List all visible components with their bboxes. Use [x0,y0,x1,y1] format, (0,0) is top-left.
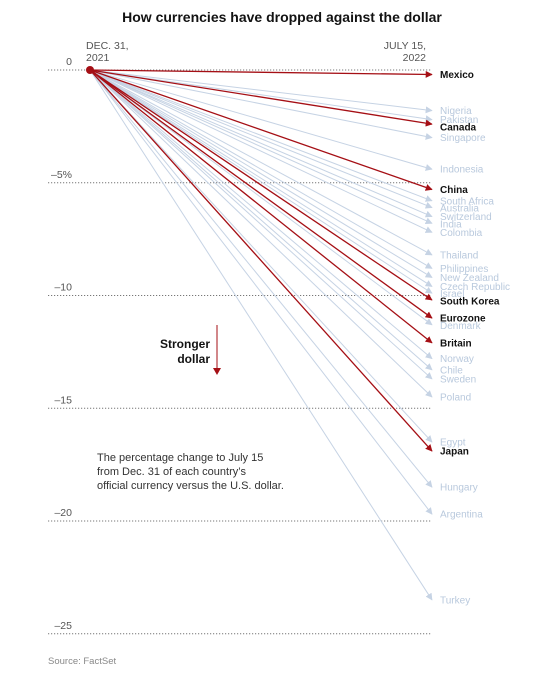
y-axis-gridlines: 0 –5% –10 –15 –20 –25 [48,56,432,635]
note-line-2: from Dec. 31 of each country’s [97,466,246,478]
series-label-denmark: Denmark [440,321,482,332]
series-label-pakistan: Pakistan [440,115,478,126]
series-line-nigeria [89,69,433,114]
y-tick-label: –20 [54,507,72,519]
series-label-britain: Britain [440,338,472,349]
end-date-line-2: 2022 [403,52,427,64]
series-line-pakistan [89,69,433,123]
series-label-canada: Canada [440,122,477,133]
series-line-eurozone [89,69,433,319]
note-line-1: The percentage change to July 15 [97,452,263,464]
series-label-switzerland: Switzerland [440,212,492,223]
series-label-colombia: Colombia [440,228,483,239]
annotation-line-1: Stronger [160,337,210,351]
series-label-norway: Norway [440,354,474,365]
series-label-india: India [440,219,462,230]
series-line-turkey [89,69,433,601]
series-label-singapore: Singapore [440,133,486,144]
start-date-line-2: 2021 [86,52,110,64]
series-line-egypt [89,69,433,443]
series-label-new-zealand: New Zealand [440,273,499,284]
y-tick-label: –10 [54,282,72,294]
series-line-south-korea [89,69,433,301]
series-label-philippines: Philippines [440,264,488,275]
series-line-china [89,69,433,191]
series-line-sweden [89,69,433,380]
series-line-hungary [89,69,433,488]
series-line-argentina [89,69,433,515]
note-line-3: official currency versus the U.S. dollar… [97,480,284,492]
series-line-norway [89,69,433,360]
series-line-israel [89,69,433,294]
series-line-denmark [89,69,433,326]
series-line-australia [89,69,433,209]
series-label-czech-republic: Czech Republic [440,282,510,293]
muted-series-layer [89,69,433,601]
series-label-australia: Australia [440,203,479,214]
series-label-israel: Israel [440,289,464,300]
series-line-india [89,69,433,224]
highlighted-series-layer [89,69,433,452]
series-label-eurozone: Eurozone [440,314,486,325]
series-label-indonesia: Indonesia [440,165,484,176]
series-label-chile: Chile [440,365,463,376]
chart-note: The percentage change to July 15 from De… [97,452,284,492]
series-line-south-africa [89,69,433,202]
series-label-poland: Poland [440,392,471,403]
series-line-philippines [89,69,433,269]
series-label-hungary: Hungary [440,483,478,494]
y-tick-label: 0 [66,56,72,68]
series-line-new-zealand [89,69,433,278]
series-label-south-korea: South Korea [440,296,500,307]
end-date-line-1: JULY 15, [384,40,426,52]
y-tick-label: –5% [51,169,72,181]
series-line-japan [89,69,433,452]
series-line-poland [89,69,433,398]
series-line-canada [89,69,433,127]
series-line-mexico [89,69,433,78]
series-label-mexico: Mexico [440,70,474,81]
series-label-egypt: Egypt [440,438,466,449]
series-line-britain [89,69,433,344]
y-tick-label: –25 [54,620,72,632]
chart-title: How currencies have dropped against the … [122,9,442,25]
series-line-czech-republic [89,69,433,287]
stronger-dollar-annotation: Stronger dollar [160,325,221,375]
series-line-chile [89,69,433,371]
series-line-switzerland [89,69,433,218]
annotation-line-2: dollar [177,352,210,366]
series-label-sweden: Sweden [440,374,476,385]
series-label-nigeria: Nigeria [440,106,472,117]
series-line-indonesia [89,69,433,171]
origin-dot [86,66,94,74]
series-label-japan: Japan [440,447,469,458]
series-label-south-africa: South Africa [440,196,494,207]
series-label-argentina: Argentina [440,510,483,521]
series-label-china: China [440,185,468,196]
series-label-turkey: Turkey [440,595,470,606]
series-label-thailand: Thailand [440,250,478,261]
source-note: Source: FactSet [48,656,116,667]
series-line-colombia [89,69,433,233]
series-line-singapore [89,69,433,140]
y-tick-label: –15 [54,394,72,406]
series-line-thailand [89,69,433,256]
start-date-line-1: DEC. 31, [86,40,129,52]
down-arrow-icon [213,368,221,375]
